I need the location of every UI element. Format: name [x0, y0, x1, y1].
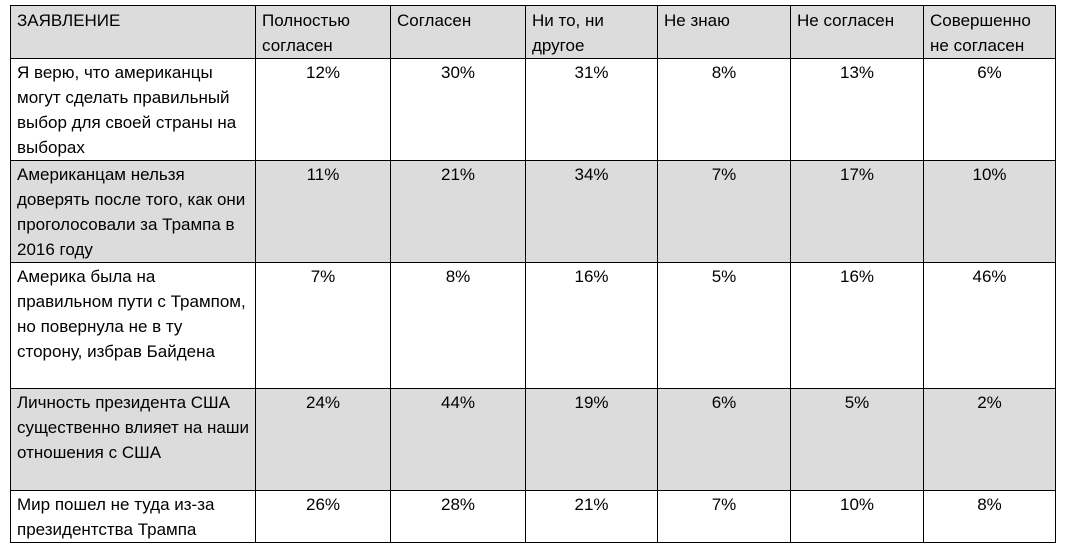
table-row: Америка была на правильном пути с Трампо… [10, 262, 1056, 389]
cell-strongly-disagree: 2% [923, 388, 1056, 491]
cell-strongly-agree: 11% [255, 160, 391, 263]
cell-strongly-disagree: 8% [923, 490, 1056, 543]
row-statement: Я верю, что американцы могут сделать пра… [10, 58, 256, 161]
cell-strongly-agree: 7% [255, 262, 391, 389]
cell-dont-know: 8% [657, 58, 791, 161]
cell-agree: 30% [390, 58, 526, 161]
cell-neutral: 16% [525, 262, 658, 389]
cell-disagree: 16% [790, 262, 924, 389]
header-neutral: Ни то, ни другое [525, 5, 658, 59]
cell-neutral: 21% [525, 490, 658, 543]
survey-table: ЗАЯВЛЕНИЕ Полностью согласен Согласен Ни… [10, 5, 1056, 543]
header-strongly-agree: Полностью согласен [255, 5, 391, 59]
cell-agree: 21% [390, 160, 526, 263]
cell-strongly-agree: 26% [255, 490, 391, 543]
header-dont-know: Не знаю [657, 5, 791, 59]
row-statement: Американцам нельзя доверять после того, … [10, 160, 256, 263]
cell-strongly-agree: 24% [255, 388, 391, 491]
cell-dont-know: 6% [657, 388, 791, 491]
table-row: Американцам нельзя доверять после того, … [10, 160, 1056, 263]
header-strongly-disagree: Совершенно не согласен [923, 5, 1056, 59]
cell-neutral: 31% [525, 58, 658, 161]
cell-agree: 8% [390, 262, 526, 389]
cell-agree: 44% [390, 388, 526, 491]
cell-strongly-disagree: 6% [923, 58, 1056, 161]
cell-agree: 28% [390, 490, 526, 543]
header-statement: ЗАЯВЛЕНИЕ [10, 5, 256, 59]
header-disagree: Не согласен [790, 5, 924, 59]
table-row: Я верю, что американцы могут сделать пра… [10, 58, 1056, 161]
cell-strongly-disagree: 46% [923, 262, 1056, 389]
cell-disagree: 10% [790, 490, 924, 543]
header-agree: Согласен [390, 5, 526, 59]
row-statement: Личность президента США существенно влия… [10, 388, 256, 491]
row-statement: Мир пошел не туда из-за президентства Тр… [10, 490, 256, 543]
cell-dont-know: 7% [657, 490, 791, 543]
row-statement: Америка была на правильном пути с Трампо… [10, 262, 256, 389]
cell-neutral: 34% [525, 160, 658, 263]
cell-disagree: 13% [790, 58, 924, 161]
cell-strongly-agree: 12% [255, 58, 391, 161]
cell-disagree: 5% [790, 388, 924, 491]
header-row: ЗАЯВЛЕНИЕ Полностью согласен Согласен Ни… [10, 5, 1056, 59]
cell-strongly-disagree: 10% [923, 160, 1056, 263]
cell-dont-know: 7% [657, 160, 791, 263]
cell-disagree: 17% [790, 160, 924, 263]
table-row: Мир пошел не туда из-за президентства Тр… [10, 490, 1056, 543]
cell-dont-know: 5% [657, 262, 791, 389]
cell-neutral: 19% [525, 388, 658, 491]
table-row: Личность президента США существенно влия… [10, 388, 1056, 491]
